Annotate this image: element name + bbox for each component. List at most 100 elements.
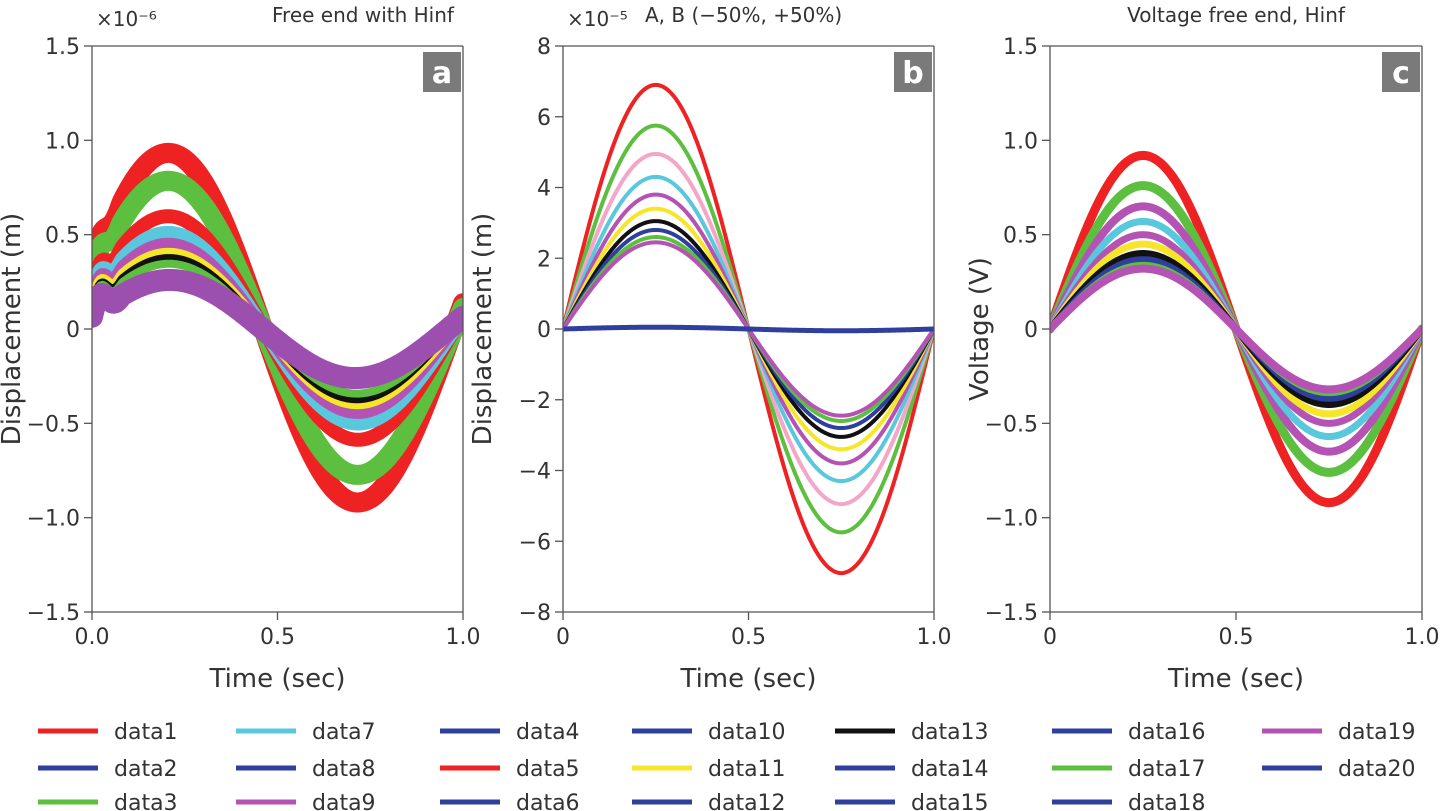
x-tick-label: 1.0 xyxy=(446,625,481,650)
panel-b: −8 −6 −4 −2 0 2 4 6 8 0 0.5 1.0 Time (sec) Displaceme… xyxy=(468,3,952,694)
y-tick-label: −1.0 xyxy=(985,507,1038,532)
series-group xyxy=(92,142,463,513)
chart-title: A, B (−50%, +50%) xyxy=(645,3,842,27)
legend-item-data1: data1 xyxy=(38,720,178,745)
series-group xyxy=(563,82,934,576)
y-tick-label: 0 xyxy=(537,318,551,343)
x-tick-label: 1.0 xyxy=(1405,625,1440,650)
legend-label: data13 xyxy=(911,720,989,745)
legend-label: data14 xyxy=(911,757,989,782)
x-tick-label: 0.5 xyxy=(260,625,295,650)
y-axis-label: Displacement (m) xyxy=(0,213,27,446)
legend-item-data8: data8 xyxy=(236,757,376,782)
y-tick-label: −1.5 xyxy=(27,601,80,626)
legend-item-data7: data7 xyxy=(236,720,376,745)
legend-label: data19 xyxy=(1338,720,1416,745)
panel-c: −1.5 −1.0 −0.5 0 0.5 1.0 1.5 0 0.5 1.0 Time (sec) V… xyxy=(965,3,1440,694)
y-tick-label: 8 xyxy=(537,35,551,60)
legend-item-data18: data18 xyxy=(1052,791,1206,811)
x-tick-label: 0 xyxy=(556,625,570,650)
legend-label: data4 xyxy=(516,720,580,745)
legend-item-data4: data4 xyxy=(440,720,580,745)
panel-badge xyxy=(894,52,932,92)
y-axis-label: Voltage (V) xyxy=(965,257,995,401)
legend-item-data16: data16 xyxy=(1052,720,1206,745)
legend-label: data8 xyxy=(312,757,376,782)
legend: data1 data2 data3 data7 data8 data9 data4 data5… xyxy=(38,720,1416,811)
legend-item-data5: data5 xyxy=(440,757,580,782)
legend-item-data10: data10 xyxy=(632,720,786,745)
y-tick-label: 2 xyxy=(537,247,551,272)
legend-label: data20 xyxy=(1338,757,1416,782)
legend-label: data12 xyxy=(708,791,786,811)
y-tick-label: −6 xyxy=(519,530,551,555)
legend-item-data20: data20 xyxy=(1262,757,1416,782)
y-tick-label: 0.5 xyxy=(1003,224,1038,249)
legend-label: data16 xyxy=(1128,720,1206,745)
y-tick-label: −4 xyxy=(519,460,551,485)
legend-label: data15 xyxy=(911,791,989,811)
x-tick-label: 0.5 xyxy=(731,625,766,650)
chart-title: Voltage free end, Hinf xyxy=(1127,3,1346,27)
legend-label: data2 xyxy=(114,757,178,782)
legend-label: data7 xyxy=(312,720,376,745)
y-tick-label: 1.5 xyxy=(1003,35,1038,60)
x-tick-label: 0.5 xyxy=(1219,625,1254,650)
panel-a: −1.5 −1.0 −0.5 0 0.5 1.0 1.5 0.0 0.5 1.0 Time (sec… xyxy=(0,3,481,694)
legend-label: data11 xyxy=(708,757,786,782)
legend-label: data10 xyxy=(708,720,786,745)
legend-label: data17 xyxy=(1128,757,1206,782)
y-tick-label: −1.0 xyxy=(27,507,80,532)
chart-panels: −1.5 −1.0 −0.5 0 0.5 1.0 1.5 0.0 0.5 1.0 Time (sec… xyxy=(0,3,1440,694)
y-tick-label: −8 xyxy=(519,601,551,626)
y-tick-label: 4 xyxy=(537,177,551,202)
legend-item-data3: data3 xyxy=(38,791,178,811)
y-tick-label: −0.5 xyxy=(985,412,1038,437)
panel-badge xyxy=(423,52,461,92)
panel-letter: a xyxy=(432,56,452,91)
panel-letter: c xyxy=(1392,56,1410,91)
series-line-data19 xyxy=(1050,264,1422,394)
y-axis-label: Displacement (m) xyxy=(468,213,498,446)
series-group xyxy=(1050,150,1422,508)
legend-item-data15: data15 xyxy=(835,791,989,811)
series-line-data19 xyxy=(92,268,463,390)
x-axis-label: Time (sec) xyxy=(679,664,816,694)
axis-multiplier: ×10⁻⁵ xyxy=(567,7,628,31)
y-tick-label: 6 xyxy=(537,106,551,131)
panel-letter: b xyxy=(902,56,923,91)
x-tick-label: 0.0 xyxy=(75,625,110,650)
y-tick-label: 0 xyxy=(1024,318,1038,343)
legend-item-data2: data2 xyxy=(38,757,178,782)
y-tick-label: 0.5 xyxy=(45,224,80,249)
legend-item-data14: data14 xyxy=(835,757,989,782)
legend-item-data12: data12 xyxy=(632,791,786,811)
y-tick-label: −0.5 xyxy=(27,412,80,437)
legend-item-data19: data19 xyxy=(1262,720,1416,745)
legend-item-data6: data6 xyxy=(440,791,580,811)
legend-label: data9 xyxy=(312,791,376,811)
legend-item-data13: data13 xyxy=(835,720,989,745)
legend-label: data1 xyxy=(114,720,178,745)
y-tick-label: 1.5 xyxy=(45,35,80,60)
axis-multiplier: ×10⁻⁶ xyxy=(96,7,157,31)
legend-label: data5 xyxy=(516,757,580,782)
legend-item-data9: data9 xyxy=(236,791,376,811)
legend-item-data17: data17 xyxy=(1052,757,1206,782)
legend-label: data3 xyxy=(114,791,178,811)
series-line-data20 xyxy=(563,324,934,334)
y-tick-label: 1.0 xyxy=(1003,129,1038,154)
y-tick-label: −1.5 xyxy=(985,601,1038,626)
y-tick-label: 0 xyxy=(66,318,80,343)
chart-title: Free end with Hinf xyxy=(272,3,455,27)
x-axis-label: Time (sec) xyxy=(1167,664,1304,694)
legend-item-data11: data11 xyxy=(632,757,786,782)
legend-label: data18 xyxy=(1128,791,1206,811)
y-tick-label: −2 xyxy=(519,389,551,414)
panel-badge xyxy=(1382,52,1420,92)
x-tick-label: 1.0 xyxy=(917,625,952,650)
x-axis-label: Time (sec) xyxy=(208,664,345,694)
x-tick-label: 0 xyxy=(1043,625,1057,650)
legend-label: data6 xyxy=(516,791,580,811)
